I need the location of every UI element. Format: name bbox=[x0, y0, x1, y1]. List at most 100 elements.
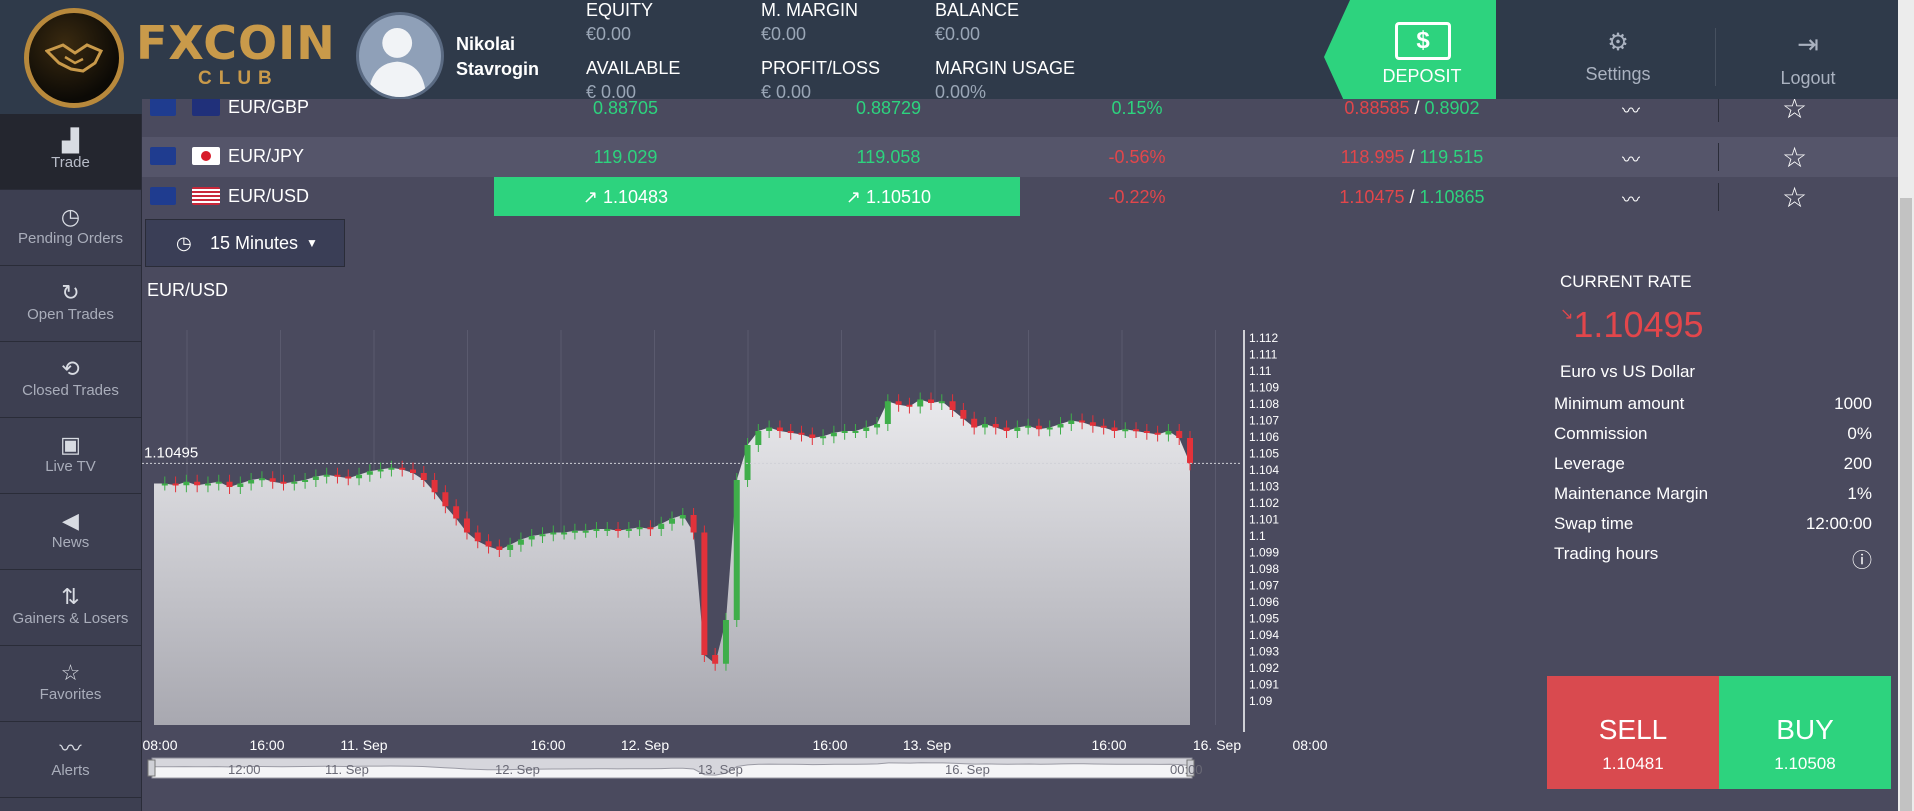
y-tick-label: 1.108 bbox=[1249, 397, 1279, 411]
handshake-icon bbox=[45, 43, 103, 73]
sidebar-item-gainers-losers[interactable]: ⇅ Gainers & Losers bbox=[0, 570, 141, 646]
favorite-star-icon[interactable]: ☆ bbox=[1782, 99, 1808, 124]
settings-button[interactable]: ⚙ Settings bbox=[1560, 30, 1676, 85]
logout-button[interactable]: ⇥ Logout bbox=[1750, 30, 1866, 89]
sidebar-item-open-trades[interactable]: ↻ Open Trades bbox=[0, 266, 141, 342]
pl-label: PROFIT/LOSS bbox=[761, 58, 881, 78]
candle-body bbox=[517, 539, 524, 545]
quote-row-eurgbp[interactable]: EUR/GBP 0.88705 0.88729 0.15% 0.88585 / … bbox=[142, 99, 1898, 137]
instrument-description: Euro vs US Dollar bbox=[1560, 362, 1696, 381]
avatar[interactable] bbox=[356, 12, 444, 100]
sell-button[interactable]: SELL 1.10481 bbox=[1547, 676, 1719, 789]
candle-body bbox=[1046, 427, 1053, 430]
info-key: Maintenance Margin bbox=[1554, 484, 1709, 503]
trend-icon[interactable]: 〰 bbox=[1622, 190, 1640, 210]
favorite-star-icon[interactable]: ☆ bbox=[1782, 182, 1808, 213]
navigator-series bbox=[151, 762, 1193, 779]
quote-row-eurusd[interactable]: EUR/USD ↗ 1.10483 ↗ 1.10510 -0.22% 1.104… bbox=[142, 177, 1898, 217]
bid-value: 1.10483 bbox=[603, 187, 669, 207]
y-tick-label: 1.104 bbox=[1249, 463, 1279, 477]
sidebar-item-closed-trades[interactable]: ⟲ Closed Trades bbox=[0, 342, 141, 418]
candle-body bbox=[712, 655, 719, 664]
sidebar-item-news[interactable]: ◀ News bbox=[0, 494, 141, 570]
ask-price[interactable]: 0.88729 bbox=[855, 99, 922, 118]
candle-body bbox=[474, 532, 481, 542]
deposit-label: DEPOSIT bbox=[1382, 66, 1462, 86]
logout-icon: ⇥ bbox=[1797, 29, 1819, 59]
y-tick-label: 1.103 bbox=[1249, 480, 1279, 494]
sidebar-item-label: Pending Orders bbox=[17, 230, 124, 247]
candle-body bbox=[981, 424, 988, 428]
candle-body bbox=[938, 401, 945, 404]
bid-price[interactable]: 119.029 bbox=[593, 147, 658, 167]
pl-value: € 0.00 bbox=[761, 82, 812, 102]
y-tick-label: 1.111 bbox=[1249, 348, 1278, 362]
down-arrow-icon: ↘ bbox=[1560, 306, 1574, 323]
divider bbox=[1718, 183, 1719, 211]
y-tick-label: 1.1 bbox=[1249, 529, 1266, 543]
x-tick-label: 16:00 bbox=[1091, 737, 1126, 753]
tv-icon: ▣ bbox=[60, 432, 81, 457]
trend-icon[interactable]: 〰 bbox=[1622, 150, 1640, 170]
bid-price[interactable]: ↗ 1.10483 bbox=[494, 177, 757, 217]
candle-body bbox=[820, 436, 827, 439]
y-tick-label: 1.107 bbox=[1249, 414, 1279, 428]
favorite-star-icon[interactable]: ☆ bbox=[1782, 142, 1808, 173]
bid-price[interactable]: 0.88705 bbox=[592, 99, 659, 118]
available-stat: AVAILABLE € 0.00 bbox=[586, 58, 680, 103]
buy-button[interactable]: BUY 1.10508 bbox=[1719, 676, 1891, 789]
ask-price[interactable]: ↗ 1.10510 bbox=[757, 177, 1020, 217]
timeframe-dropdown[interactable]: ◷ 15 Minutes ▼ bbox=[145, 219, 345, 267]
range-low: 118.995 bbox=[1340, 147, 1405, 167]
range-high: 1.10865 bbox=[1419, 187, 1485, 207]
candle-body bbox=[204, 483, 211, 486]
sidebar-item-trade[interactable]: ▟ Trade bbox=[0, 114, 141, 190]
balance-value: €0.00 bbox=[935, 24, 981, 44]
candle-body bbox=[323, 474, 330, 477]
candle-body bbox=[1068, 420, 1075, 424]
candle-body bbox=[701, 532, 708, 655]
sidebar-item-label: Favorites bbox=[39, 686, 102, 703]
sidebar-item-alerts[interactable]: 〰 Alerts bbox=[0, 722, 141, 798]
sidebar-item-favorites[interactable]: ☆ Favorites bbox=[0, 646, 141, 722]
info-icon[interactable]: ⓘ bbox=[1852, 550, 1872, 572]
candle-body bbox=[841, 431, 848, 433]
rate-number: 1.10495 bbox=[1573, 304, 1704, 345]
info-key: Leverage bbox=[1554, 454, 1625, 473]
info-key: Minimum amount bbox=[1554, 394, 1685, 413]
trend-icon[interactable]: 〰 bbox=[1622, 101, 1640, 121]
ask-price[interactable]: 119.058 bbox=[856, 147, 921, 167]
sidebar-item-live-tv[interactable]: ▣ Live TV bbox=[0, 418, 141, 494]
navigator[interactable]: 12:00 11. Sep 12. Sep 13. Sep 16. Sep 00:00 bbox=[147, 757, 1203, 779]
navigator-tick-label: 12. Sep bbox=[495, 762, 540, 777]
candle-body bbox=[345, 476, 352, 479]
scrollbar-thumb[interactable] bbox=[1900, 198, 1912, 811]
current-rate-value: ↘1.10495 bbox=[1560, 304, 1704, 346]
day-range: 118.995 / 119.515 bbox=[1340, 147, 1484, 167]
candle-body bbox=[1187, 438, 1193, 464]
candle-body bbox=[561, 532, 568, 535]
sidebar-item-label: Live TV bbox=[45, 458, 96, 475]
user-silhouette-icon bbox=[368, 28, 427, 97]
candle-body bbox=[928, 399, 934, 403]
y-tick-label: 1.106 bbox=[1249, 430, 1279, 444]
logo[interactable] bbox=[24, 8, 124, 108]
sidebar-item-label: Gainers & Losers bbox=[12, 610, 129, 627]
sidebar-item-label: Closed Trades bbox=[22, 382, 119, 399]
change-percent: -0.22% bbox=[1108, 187, 1166, 207]
candle-body bbox=[215, 481, 222, 484]
pair-name: EUR/GBP bbox=[228, 99, 310, 117]
x-tick-label: 16. Sep bbox=[1193, 737, 1241, 753]
sidebar-item-pending-orders[interactable]: ◷ Pending Orders bbox=[0, 190, 141, 266]
divider bbox=[1715, 28, 1716, 86]
usage-stat: MARGIN USAGE 0.00% bbox=[935, 58, 1075, 103]
candle-body bbox=[1133, 429, 1140, 432]
timeframe-value: 15 Minutes bbox=[210, 233, 299, 253]
candle-body bbox=[604, 529, 611, 531]
day-range: 1.10475 / 1.10865 bbox=[1339, 187, 1485, 207]
price-chart[interactable]: 1.10495 1.1121.1111.111.1091.1081.1071.1… bbox=[142, 290, 1546, 790]
quote-row-eurjpy[interactable]: EUR/JPY 119.029 119.058 -0.56% 118.995 /… bbox=[142, 137, 1898, 177]
y-tick-label: 1.092 bbox=[1249, 661, 1279, 675]
candle-body bbox=[248, 480, 255, 484]
y-tick-label: 1.105 bbox=[1249, 447, 1279, 461]
